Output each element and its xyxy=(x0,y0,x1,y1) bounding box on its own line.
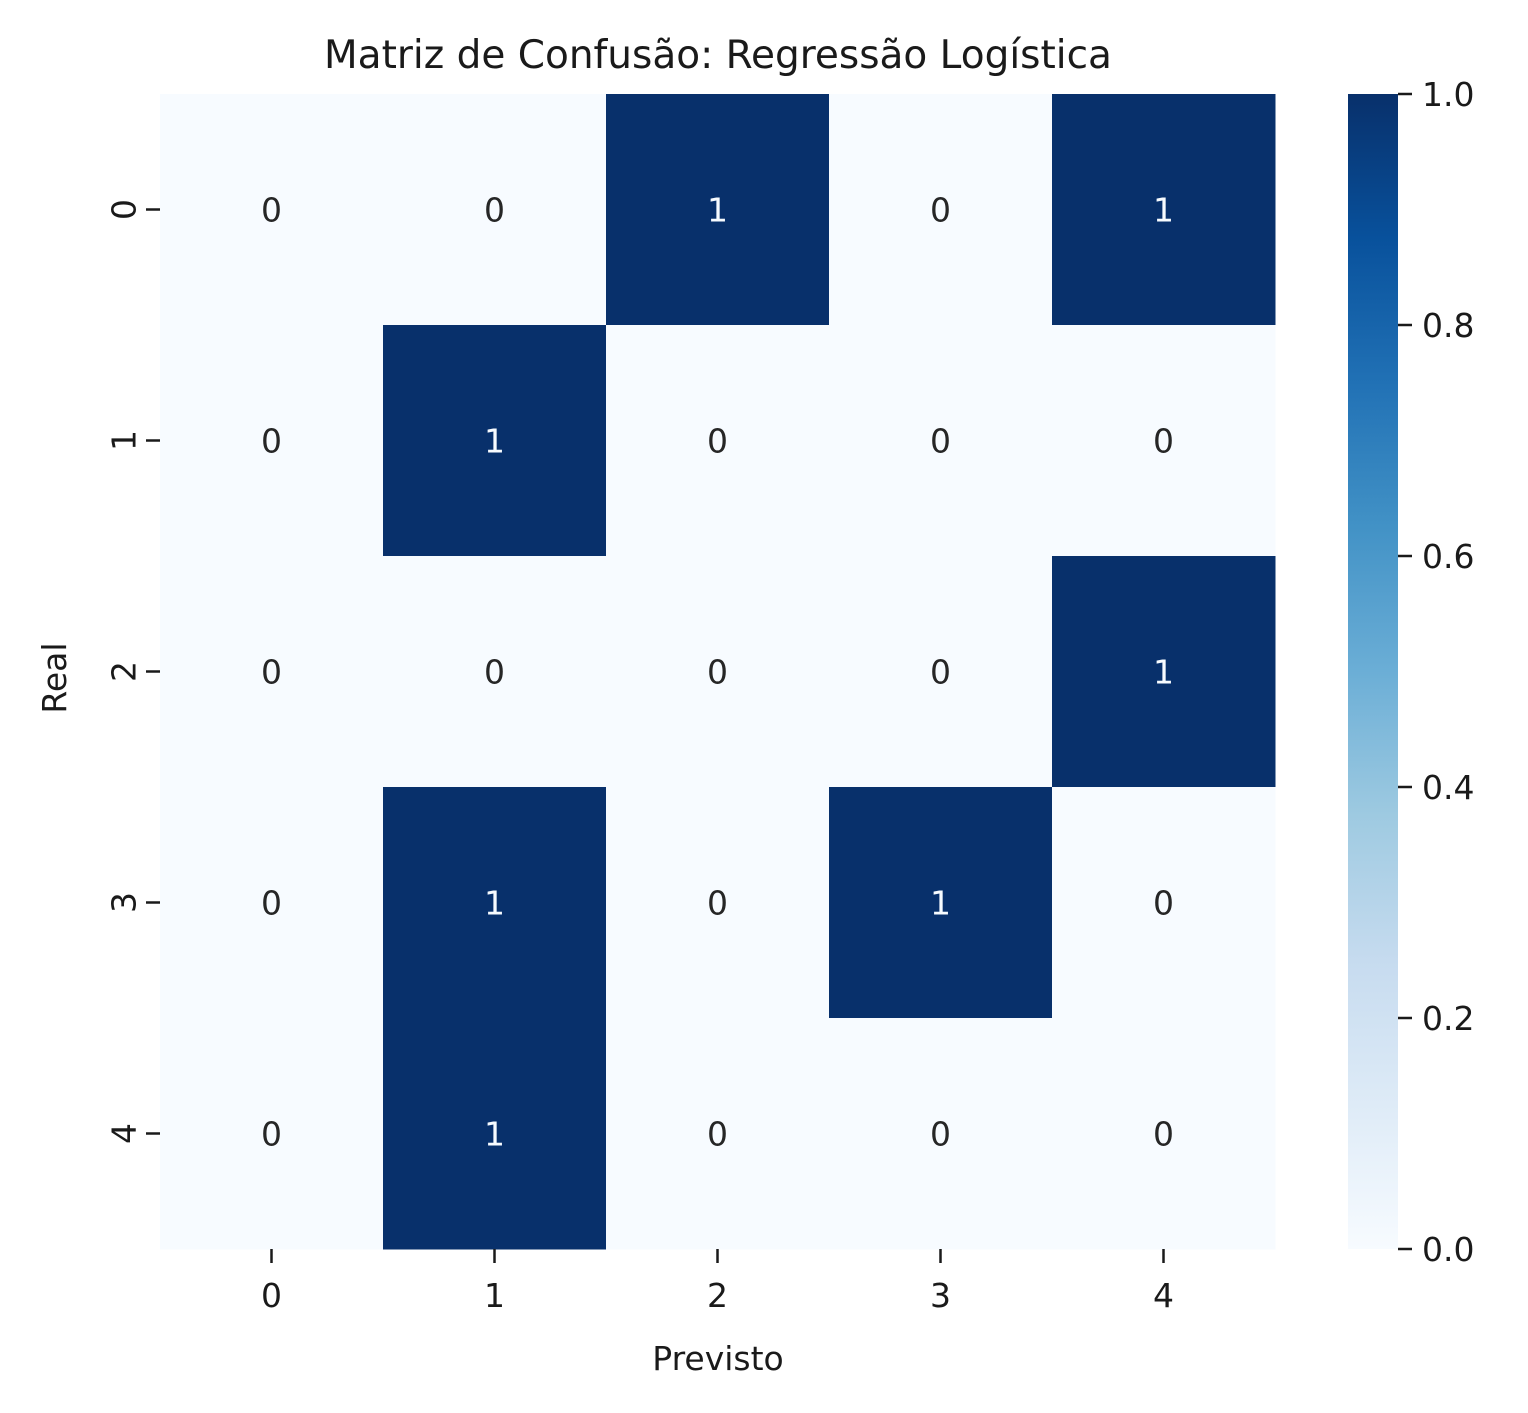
colorbar-tick-label: 0.2 xyxy=(1422,999,1474,1038)
cell-annotation: 1 xyxy=(707,191,728,230)
cell-annotation: 0 xyxy=(261,422,282,461)
heatmap-cell xyxy=(1052,94,1276,326)
cell-annotation: 1 xyxy=(1153,191,1174,230)
heatmap-cell xyxy=(829,787,1053,1019)
x-tick-label: 3 xyxy=(930,1276,951,1315)
heatmap-cell xyxy=(1052,325,1276,557)
cell-annotation: 0 xyxy=(707,884,728,923)
cell-annotations: 0 0 1 0 1 0 1 0 0 0 0 0 0 0 1 0 1 0 1 0 0 1 0 0 0 xyxy=(261,191,1174,1154)
x-axis-label: Previsto xyxy=(652,1339,783,1378)
cell-annotation: 1 xyxy=(1153,653,1174,692)
cell-annotation: 0 xyxy=(930,191,951,230)
colorbar-tick-label: 0.0 xyxy=(1422,1230,1474,1269)
y-axis-label: Real xyxy=(35,642,74,713)
colorbar-tick-label: 0.8 xyxy=(1422,306,1474,345)
heatmap-cells xyxy=(160,94,1276,1250)
cell-annotation: 1 xyxy=(930,884,951,923)
heatmap-cell xyxy=(160,787,384,1019)
heatmap-cell xyxy=(383,787,607,1019)
cell-annotation: 0 xyxy=(261,191,282,230)
heatmap-cell xyxy=(606,787,830,1019)
colorbar-tick-label: 0.6 xyxy=(1422,537,1474,576)
cell-annotation: 0 xyxy=(707,653,728,692)
cell-annotation: 0 xyxy=(707,1115,728,1154)
heatmap-cell xyxy=(829,556,1053,788)
cell-annotation: 0 xyxy=(930,1115,951,1154)
colorbar-tick-label: 1.0 xyxy=(1422,75,1474,114)
heatmap-cell xyxy=(1052,1018,1276,1250)
cell-annotation: 1 xyxy=(484,884,505,923)
cell-annotation: 0 xyxy=(1153,1115,1174,1154)
heatmap-cell xyxy=(160,556,384,788)
x-tick-label: 0 xyxy=(261,1276,282,1315)
y-tick-label: 0 xyxy=(105,199,144,220)
cell-annotation: 0 xyxy=(1153,422,1174,461)
y-axis: 0 1 2 3 4 xyxy=(105,199,160,1144)
heatmap-cell xyxy=(160,325,384,557)
colorbar-tick-label: 0.4 xyxy=(1422,768,1474,807)
heatmap-cell xyxy=(383,325,607,557)
colorbar-gradient xyxy=(1348,94,1398,1249)
x-axis: 0 1 2 3 4 xyxy=(261,1249,1174,1315)
cell-annotation: 0 xyxy=(261,1115,282,1154)
cell-annotation: 0 xyxy=(930,653,951,692)
cell-annotation: 0 xyxy=(484,191,505,230)
heatmap-cell xyxy=(1052,787,1276,1019)
heatmap-cell xyxy=(1052,556,1276,788)
cell-annotation: 0 xyxy=(261,653,282,692)
y-tick-label: 1 xyxy=(105,430,144,451)
chart-title: Matriz de Confusão: Regressão Logística xyxy=(324,33,1112,78)
heatmap-cell xyxy=(606,556,830,788)
cell-annotation: 1 xyxy=(484,1115,505,1154)
x-tick-label: 2 xyxy=(707,1276,728,1315)
heatmap-cell xyxy=(383,94,607,326)
heatmap-cell xyxy=(160,1018,384,1250)
heatmap-cell xyxy=(383,556,607,788)
cell-annotation: 0 xyxy=(707,422,728,461)
heatmap-cell xyxy=(383,1018,607,1250)
cell-annotation: 0 xyxy=(484,653,505,692)
heatmap-cell xyxy=(160,94,384,326)
cell-annotation: 1 xyxy=(484,422,505,461)
cell-annotation: 0 xyxy=(261,884,282,923)
x-tick-label: 1 xyxy=(484,1276,505,1315)
heatmap-cell xyxy=(829,325,1053,557)
y-tick-label: 4 xyxy=(105,1123,144,1144)
y-tick-label: 2 xyxy=(105,661,144,682)
heatmap-cell xyxy=(606,325,830,557)
x-tick-label: 4 xyxy=(1153,1276,1174,1315)
heatmap-cell xyxy=(606,94,830,326)
cell-annotation: 0 xyxy=(930,422,951,461)
heatmap-cell xyxy=(829,94,1053,326)
y-tick-label: 3 xyxy=(105,892,144,913)
heatmap-cell xyxy=(829,1018,1053,1250)
cell-annotation: 0 xyxy=(1153,884,1174,923)
colorbar: 0.0 0.2 0.4 0.6 0.8 1.0 xyxy=(1348,75,1474,1269)
heatmap-cell xyxy=(606,1018,830,1250)
